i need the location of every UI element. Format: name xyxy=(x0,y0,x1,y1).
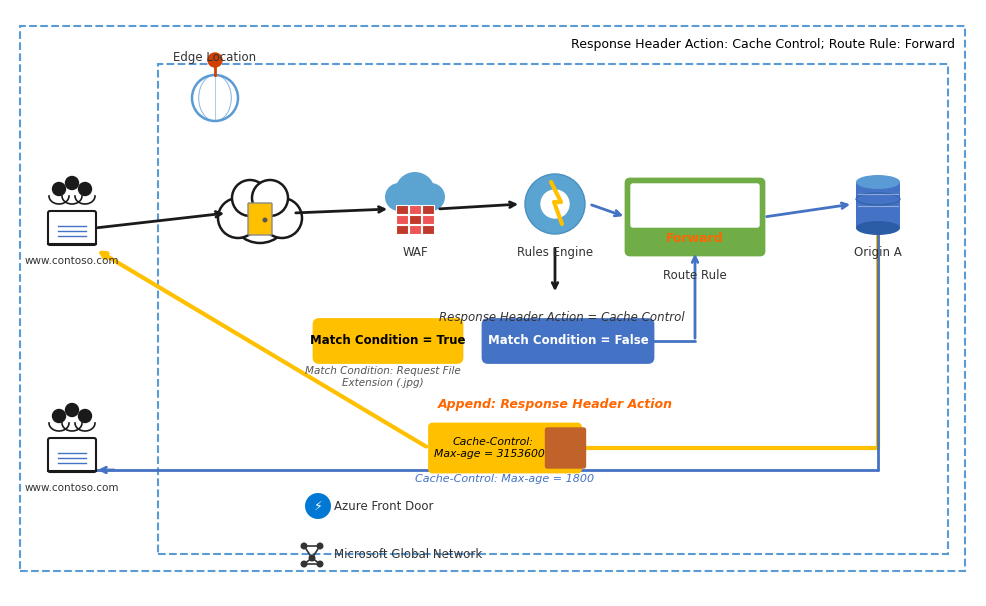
Circle shape xyxy=(232,180,268,216)
Text: ⚡: ⚡ xyxy=(314,499,322,513)
FancyBboxPatch shape xyxy=(545,428,586,468)
Text: Origin A: Origin A xyxy=(854,246,902,259)
Bar xyxy=(395,215,407,224)
Bar xyxy=(408,205,420,214)
Circle shape xyxy=(525,174,585,234)
Bar xyxy=(408,225,420,234)
Bar xyxy=(421,215,434,224)
FancyBboxPatch shape xyxy=(631,184,759,227)
Circle shape xyxy=(541,190,569,218)
Circle shape xyxy=(230,183,290,243)
Text: Response Header Action = Cache Control: Response Header Action = Cache Control xyxy=(439,311,685,324)
FancyBboxPatch shape xyxy=(430,424,581,472)
Circle shape xyxy=(317,543,322,549)
Circle shape xyxy=(192,75,238,121)
Circle shape xyxy=(52,182,65,196)
Bar xyxy=(421,225,434,234)
Circle shape xyxy=(301,561,307,567)
FancyBboxPatch shape xyxy=(248,203,272,235)
Bar xyxy=(408,215,420,224)
Text: www.contoso.com: www.contoso.com xyxy=(25,256,119,266)
Circle shape xyxy=(252,180,288,216)
Circle shape xyxy=(305,493,331,519)
Text: Append: Response Header Action: Append: Response Header Action xyxy=(438,398,672,411)
Ellipse shape xyxy=(856,175,900,189)
Bar xyxy=(395,205,407,214)
Ellipse shape xyxy=(856,221,900,235)
Bar xyxy=(158,64,948,554)
Circle shape xyxy=(417,183,445,211)
Text: Rules Engine: Rules Engine xyxy=(517,246,593,259)
Circle shape xyxy=(262,198,302,238)
Text: Route Rule: Route Rule xyxy=(664,269,727,282)
Text: Forward: Forward xyxy=(667,231,724,244)
Circle shape xyxy=(301,543,307,549)
Bar xyxy=(20,26,965,571)
Circle shape xyxy=(65,404,79,416)
Bar xyxy=(856,182,900,228)
Circle shape xyxy=(208,53,222,67)
Circle shape xyxy=(218,198,258,238)
Text: Cache-Control: Max-age = 1800: Cache-Control: Max-age = 1800 xyxy=(415,474,595,484)
FancyBboxPatch shape xyxy=(483,319,653,362)
Text: Match Condition: Request File
Extension (.jpg): Match Condition: Request File Extension … xyxy=(305,366,460,388)
FancyBboxPatch shape xyxy=(48,438,96,472)
Circle shape xyxy=(317,561,322,567)
Circle shape xyxy=(385,183,413,211)
FancyBboxPatch shape xyxy=(626,179,764,255)
Circle shape xyxy=(79,410,92,422)
Circle shape xyxy=(395,172,435,212)
Text: Azure Front Door: Azure Front Door xyxy=(334,499,434,513)
FancyBboxPatch shape xyxy=(314,319,462,362)
Text: WAF: WAF xyxy=(402,246,428,259)
Circle shape xyxy=(65,176,79,190)
Circle shape xyxy=(310,555,315,561)
Text: Cache-Control:
Max-age = 31536000: Cache-Control: Max-age = 31536000 xyxy=(434,437,552,459)
Bar xyxy=(395,225,407,234)
Text: Match Condition = True: Match Condition = True xyxy=(311,335,465,347)
Circle shape xyxy=(52,410,65,422)
Text: Microsoft Global Network: Microsoft Global Network xyxy=(334,547,482,561)
Circle shape xyxy=(262,218,267,222)
Text: Response Header Action: Cache Control; Route Rule: Forward: Response Header Action: Cache Control; R… xyxy=(571,38,955,51)
Text: www.contoso.com: www.contoso.com xyxy=(25,483,119,493)
Text: Match Condition = False: Match Condition = False xyxy=(488,335,649,347)
Circle shape xyxy=(79,182,92,196)
FancyBboxPatch shape xyxy=(48,211,96,245)
Bar xyxy=(421,205,434,214)
Text: Edge Location: Edge Location xyxy=(174,51,256,64)
